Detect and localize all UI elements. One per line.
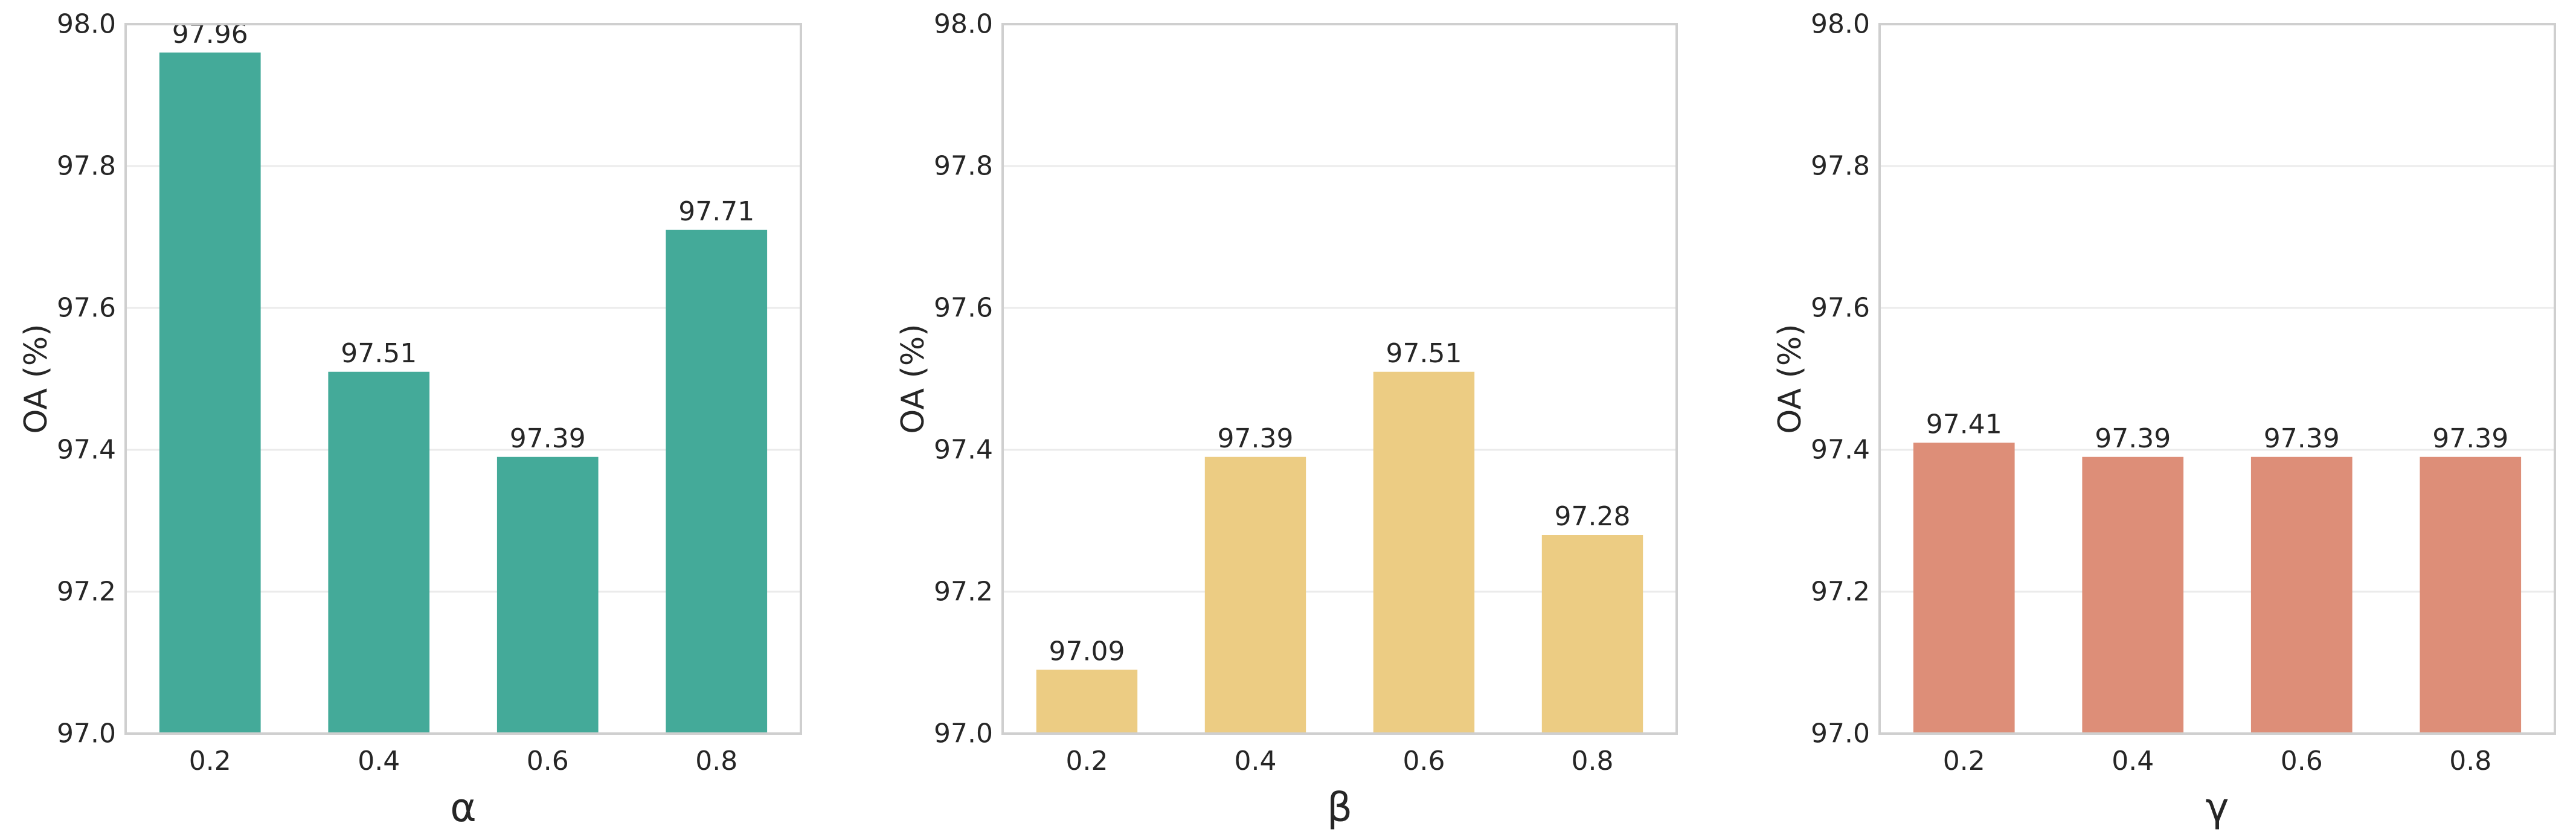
- y-tick-label: 97.0: [57, 718, 116, 749]
- y-tick-label: 97.4: [57, 435, 116, 466]
- x-tick-label: 0.8: [1572, 746, 1614, 776]
- y-axis-label: OA (%): [18, 324, 54, 434]
- y-tick-label: 97.8: [1811, 151, 1870, 182]
- x-tick-label: 0.6: [1403, 746, 1445, 776]
- plot-frame: [1878, 23, 2556, 735]
- bar-value-label: 97.39: [510, 423, 586, 454]
- y-tick-label: 97.2: [1811, 577, 1870, 607]
- x-tick-label: 0.6: [527, 746, 569, 776]
- x-tick-label: 0.4: [358, 746, 400, 776]
- bar-value-label: 97.39: [2264, 423, 2340, 454]
- y-tick-label: 97.8: [934, 151, 993, 182]
- bar: [159, 53, 261, 734]
- bar-value-label: 97.41: [1926, 409, 2002, 440]
- y-tick-label: 98.0: [1811, 9, 1870, 40]
- y-tick-label: 97.0: [934, 718, 993, 749]
- bar: [2420, 456, 2522, 734]
- x-tick-label: 0.4: [2112, 746, 2154, 776]
- y-tick-label: 97.2: [57, 577, 116, 607]
- x-tick-label: 0.8: [695, 746, 737, 776]
- plot-frame: [124, 23, 802, 735]
- y-tick-label: 97.0: [1811, 718, 1870, 749]
- x-axis-label: α: [450, 784, 477, 831]
- chart-panel-1: 97.097.297.497.697.898.0 97.960.297.510.4…: [18, 9, 802, 831]
- y-tick-label: 97.8: [57, 151, 116, 182]
- bar-value-label: 97.39: [2095, 423, 2171, 454]
- y-tick-label: 97.6: [57, 293, 116, 324]
- bar: [1913, 443, 2015, 734]
- bar: [496, 456, 599, 734]
- chart-panel-2: 97.0 97.2 97.4 97.6 97.8 98.0 97.09 0.2 97.39 0.4…: [895, 9, 1678, 831]
- x-tick-label: 0.2: [1943, 746, 1985, 776]
- bar: [2250, 456, 2353, 734]
- x-axis-label: γ: [2205, 784, 2229, 831]
- bar: [1036, 670, 1138, 734]
- x-axis-label: β: [1327, 784, 1352, 831]
- bar-value-label: 97.51: [341, 338, 417, 369]
- y-tick-label: 97.6: [1811, 293, 1870, 324]
- y-tick-label: 97.4: [1811, 435, 1870, 466]
- bar-value-label: 97.39: [2432, 423, 2508, 454]
- x-tick-label: 0.6: [2281, 746, 2323, 776]
- y-axis-label: OA (%): [895, 324, 931, 434]
- bar: [1373, 371, 1475, 734]
- x-tick-label: 0.2: [189, 746, 231, 776]
- bar-value-label: 97.39: [1218, 423, 1294, 454]
- y-tick-label: 98.0: [934, 9, 993, 40]
- chart-panel-3: 97.0 97.2 97.4 97.6 97.8 98.0 97.41 0.2 97.39 0.4…: [1772, 9, 2556, 831]
- y-tick-label: 97.4: [934, 435, 993, 466]
- bar-value-label: 97.51: [1386, 338, 1462, 369]
- bar: [2082, 456, 2184, 734]
- bar-value-label: 97.28: [1555, 501, 1631, 532]
- y-tick-label: 97.2: [934, 577, 993, 607]
- x-tick-label: 0.2: [1066, 746, 1108, 776]
- bar: [666, 229, 768, 734]
- y-axis-label: OA (%): [1772, 324, 1808, 434]
- bar: [1204, 456, 1306, 734]
- x-tick-label: 0.4: [1235, 746, 1277, 776]
- x-tick-label: 0.8: [2449, 746, 2491, 776]
- bar-value-label: 97.71: [678, 196, 754, 227]
- y-tick-label: 98.0: [57, 9, 116, 40]
- y-tick-label: 97.6: [934, 293, 993, 324]
- plot-frame: [1001, 23, 1678, 735]
- bar: [328, 371, 430, 734]
- bar-value-label: 97.09: [1049, 636, 1125, 667]
- bar: [1541, 535, 1643, 734]
